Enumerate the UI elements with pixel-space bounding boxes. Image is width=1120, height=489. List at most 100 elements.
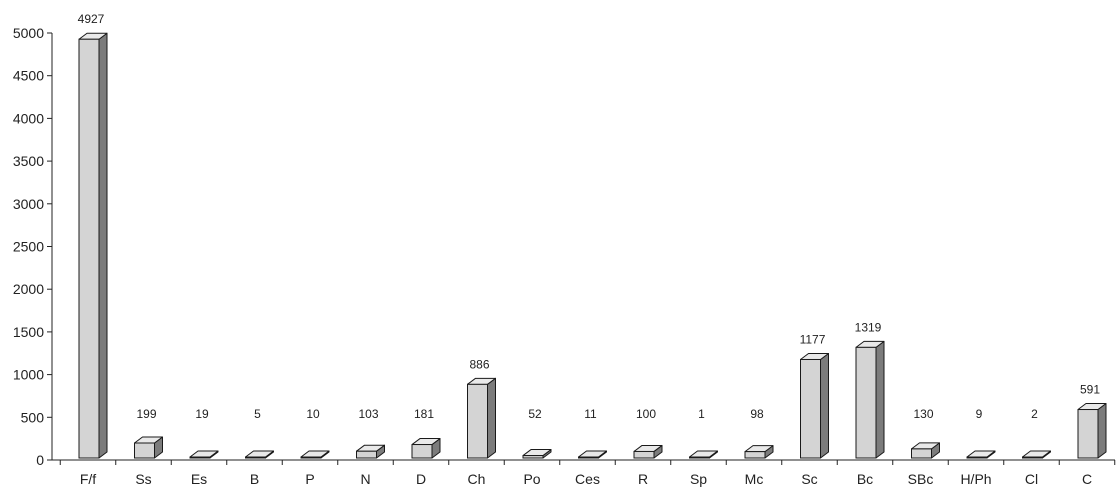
bar-side (98, 32, 108, 459)
category-label: Sp (690, 471, 707, 487)
category-label: H/Ph (960, 471, 991, 487)
bar-top (245, 450, 274, 458)
bar-side (1097, 403, 1107, 459)
category-label: Ces (575, 471, 600, 487)
bar (245, 450, 274, 459)
bar (522, 449, 552, 459)
category-label: Ch (468, 471, 486, 487)
category-label: SBc (908, 471, 934, 487)
category-label: Cl (1025, 471, 1038, 487)
bar (633, 444, 663, 459)
bar-front (245, 456, 266, 459)
data-label: 5 (254, 407, 261, 421)
bar-front (800, 358, 821, 459)
data-label: 98 (750, 407, 764, 421)
data-label: 199 (136, 407, 156, 421)
y-tick-label: 4000 (13, 110, 44, 126)
data-label: 4927 (78, 12, 105, 26)
y-axis: 0 500 1000 1500 2000 2500 3000 3500 4000 4500 5000 (13, 25, 53, 468)
bar (855, 340, 885, 459)
data-labels: 4927 199 19 5 10 103 181 886 52 11 100 1 98 1177 1319 1… (78, 12, 1101, 421)
data-label: 886 (469, 357, 489, 371)
category-label: P (305, 471, 314, 487)
category-label: Bc (857, 471, 873, 487)
y-tick-label: 0 (36, 452, 44, 468)
bar-top (966, 450, 996, 458)
bar-front (467, 383, 488, 459)
y-tick-label: 2500 (13, 239, 44, 255)
bar (1077, 403, 1107, 459)
bar (189, 450, 219, 459)
data-label: 103 (358, 407, 378, 421)
bar-front (855, 346, 877, 459)
bar (911, 442, 940, 459)
bar-front (1077, 409, 1099, 459)
bar (578, 450, 607, 459)
bar (356, 444, 385, 459)
category-label: N (360, 471, 370, 487)
bar-side (820, 352, 829, 459)
y-tick-label: 1500 (13, 324, 44, 340)
bar-top (1022, 450, 1051, 458)
y-tick-label: 2000 (13, 281, 44, 297)
bar (800, 352, 829, 459)
bar-side (875, 340, 885, 459)
category-label: Es (191, 471, 207, 487)
category-label: C (1082, 471, 1092, 487)
data-label: 100 (636, 407, 656, 421)
bar (689, 450, 718, 459)
x-axis: F/f Ss Es B P N D Ch Po Ces R Sp Mc Sc Bc SBc H/Ph Cl C (52, 459, 1116, 487)
bar (411, 438, 441, 459)
y-tick-label: 5000 (13, 25, 44, 41)
bar (78, 32, 108, 459)
data-label: 181 (414, 407, 434, 421)
y-tick-label: 4500 (13, 68, 44, 84)
bar (134, 436, 163, 459)
bar-side (487, 377, 496, 459)
category-label: F/f (80, 471, 96, 487)
category-label: R (638, 471, 648, 487)
category-label: Mc (745, 471, 764, 487)
bar-front (1022, 456, 1043, 459)
data-label: 1 (698, 407, 705, 421)
bar (744, 445, 774, 459)
category-label: B (250, 471, 259, 487)
data-label: 11 (584, 407, 597, 421)
bars (78, 32, 1107, 459)
bar (300, 450, 330, 459)
bar (1022, 450, 1051, 459)
bar (966, 450, 996, 459)
bar-top (300, 450, 330, 458)
bar-front (356, 450, 377, 459)
bar-front (189, 456, 211, 459)
category-label: D (416, 471, 426, 487)
y-tick-label: 1000 (13, 367, 44, 383)
category-label: Ss (135, 471, 151, 487)
bar-top (689, 450, 718, 458)
data-label: 19 (195, 407, 209, 421)
bar (467, 377, 496, 459)
data-label: 9 (976, 407, 983, 421)
bar-top (189, 450, 219, 458)
bar-front (744, 451, 766, 459)
data-label: 52 (528, 407, 542, 421)
bar-front (411, 444, 433, 459)
bar-front (911, 448, 932, 459)
data-label: 2 (1031, 407, 1038, 421)
bar-front (633, 450, 655, 459)
bar-front (689, 456, 710, 459)
y-tick-label: 3500 (13, 153, 44, 169)
category-label: Sc (801, 471, 817, 487)
category-label: Po (523, 471, 540, 487)
bar-front (578, 456, 599, 459)
data-label: 1319 (855, 320, 882, 334)
data-label: 130 (913, 407, 933, 421)
bar-front (134, 442, 155, 459)
y-tick-label: 3000 (13, 196, 44, 212)
bar-front (300, 456, 322, 459)
data-label: 591 (1080, 383, 1100, 397)
data-label: 10 (306, 407, 320, 421)
bar-front (966, 456, 988, 459)
bar-front (78, 38, 100, 459)
